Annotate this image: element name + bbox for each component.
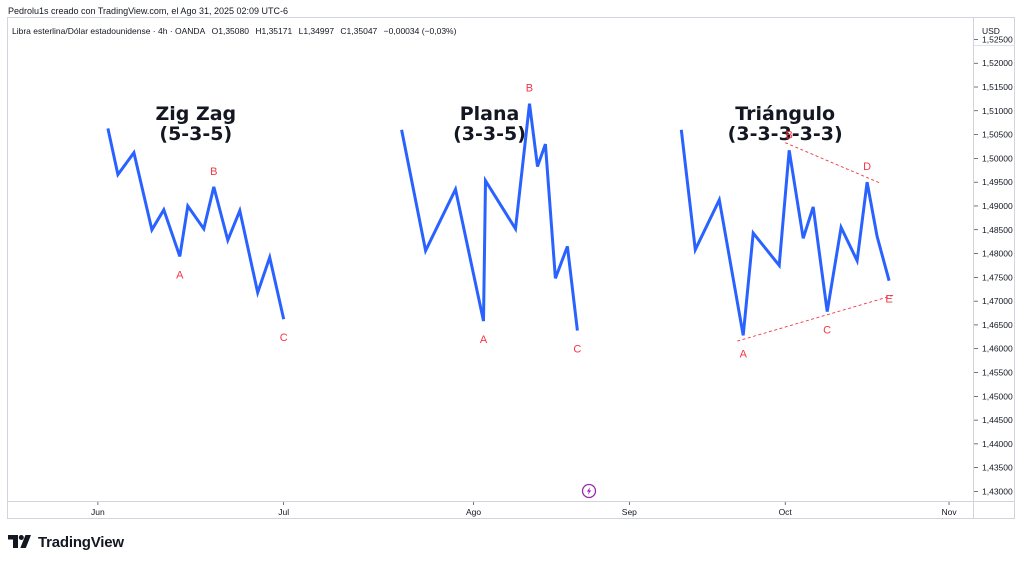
wave-point-label: B	[786, 129, 793, 141]
pattern-1: Zig Zag(5-3-5) A B C	[106, 103, 288, 344]
price-tick-label: 1,45000	[982, 391, 1013, 401]
pattern-title: Plana	[460, 103, 520, 125]
time-tick-label: Ago	[466, 507, 481, 517]
legend-symbol: Libra esterlina/Dólar estadounidense · 4…	[12, 26, 206, 36]
wave-point-label: A	[176, 269, 184, 281]
pattern-2: Plana(3-3-5) A B C	[400, 83, 581, 356]
legend-low: L1,34997	[298, 26, 335, 36]
price-tick-label: 1,48000	[982, 249, 1013, 259]
pattern-title: (3-3-5)	[453, 123, 526, 145]
pattern-title: Zig Zag	[155, 103, 236, 125]
wave-line	[106, 128, 286, 320]
legend-open: O1,35080	[211, 26, 249, 36]
price-tick-label: 1,50000	[982, 153, 1013, 163]
price-tick-label: 1,52000	[982, 58, 1013, 68]
price-tick-label: 1,49500	[982, 177, 1013, 187]
price-tick-label: 1,49000	[982, 201, 1013, 211]
tradingview-logo-icon	[8, 535, 31, 548]
symbol-legend: Libra esterlina/Dólar estadounidense · 4…	[12, 26, 460, 36]
chart-credit: Pedrolu1s creado con TradingView.com, el…	[8, 6, 289, 16]
wave-line	[679, 129, 891, 336]
legend-close: C1,35047	[340, 26, 378, 36]
price-tick-label: 1,44500	[982, 415, 1013, 425]
wave-point-label: D	[863, 161, 871, 173]
lightning-icon[interactable]	[581, 483, 597, 499]
patterns-layer: Zig Zag(5-3-5)ABCPlana(3-3-5)ABCTriángul…	[106, 83, 894, 360]
pattern-title: (5-3-5)	[159, 123, 232, 145]
legend-high: H1,35171	[255, 26, 293, 36]
price-tick-label: 1,50500	[982, 130, 1013, 140]
tradingview-logo[interactable]: TradingView	[8, 532, 124, 552]
legend-change: −0,00034 (−0,03%)	[383, 26, 457, 36]
price-tick-label: 1,46500	[982, 320, 1013, 330]
time-tick-label: Jun	[91, 507, 105, 517]
price-tick-label: 1,46000	[982, 344, 1013, 354]
price-tick-label: 1,51500	[982, 82, 1013, 92]
wave-point-label: B	[210, 166, 217, 178]
price-tick-label: 1,45500	[982, 368, 1013, 378]
price-tick-label: 1,43000	[982, 486, 1013, 496]
price-tick-label: 1,47500	[982, 272, 1013, 282]
price-axis[interactable]: 1,52500 1,52000 1,51500 1,51000 1,50500 1,500…	[974, 34, 1013, 496]
price-tick-label: 1,51000	[982, 106, 1013, 116]
chart-frame	[7, 17, 1015, 519]
price-tick-label: 1,52500	[982, 34, 1013, 44]
wave-point-label: A	[480, 334, 488, 346]
triangle-trendline	[737, 294, 894, 342]
price-tick-label: 1,48500	[982, 225, 1013, 235]
wave-point-label: C	[823, 325, 831, 337]
time-tick-label: Oct	[779, 507, 793, 517]
wave-point-label: C	[280, 332, 288, 344]
currency-label: USD	[982, 26, 1000, 36]
wave-line	[400, 103, 579, 331]
wave-point-label: E	[885, 294, 892, 306]
time-axis[interactable]: Jun Jul Ago Sep Oct Nov	[91, 502, 957, 517]
wave-point-label: C	[573, 344, 581, 356]
time-tick-label: Nov	[941, 507, 957, 517]
time-tick-label: Jul	[278, 507, 289, 517]
pattern-title: Triángulo	[735, 103, 835, 125]
price-tick-label: 1,47000	[982, 296, 1013, 306]
tradingview-logo-text: TradingView	[38, 533, 124, 551]
pattern-title: (3-3-3-3-3)	[728, 123, 843, 145]
pattern-3: Triángulo(3-3-3-3-3) A B C D E	[679, 103, 894, 360]
price-tick-label: 1,43500	[982, 463, 1013, 473]
price-tick-label: 1,44000	[982, 439, 1013, 449]
time-tick-label: Sep	[622, 507, 637, 517]
triangle-trendline	[785, 142, 880, 184]
wave-point-label: B	[526, 83, 533, 95]
wave-point-label: A	[740, 348, 748, 360]
